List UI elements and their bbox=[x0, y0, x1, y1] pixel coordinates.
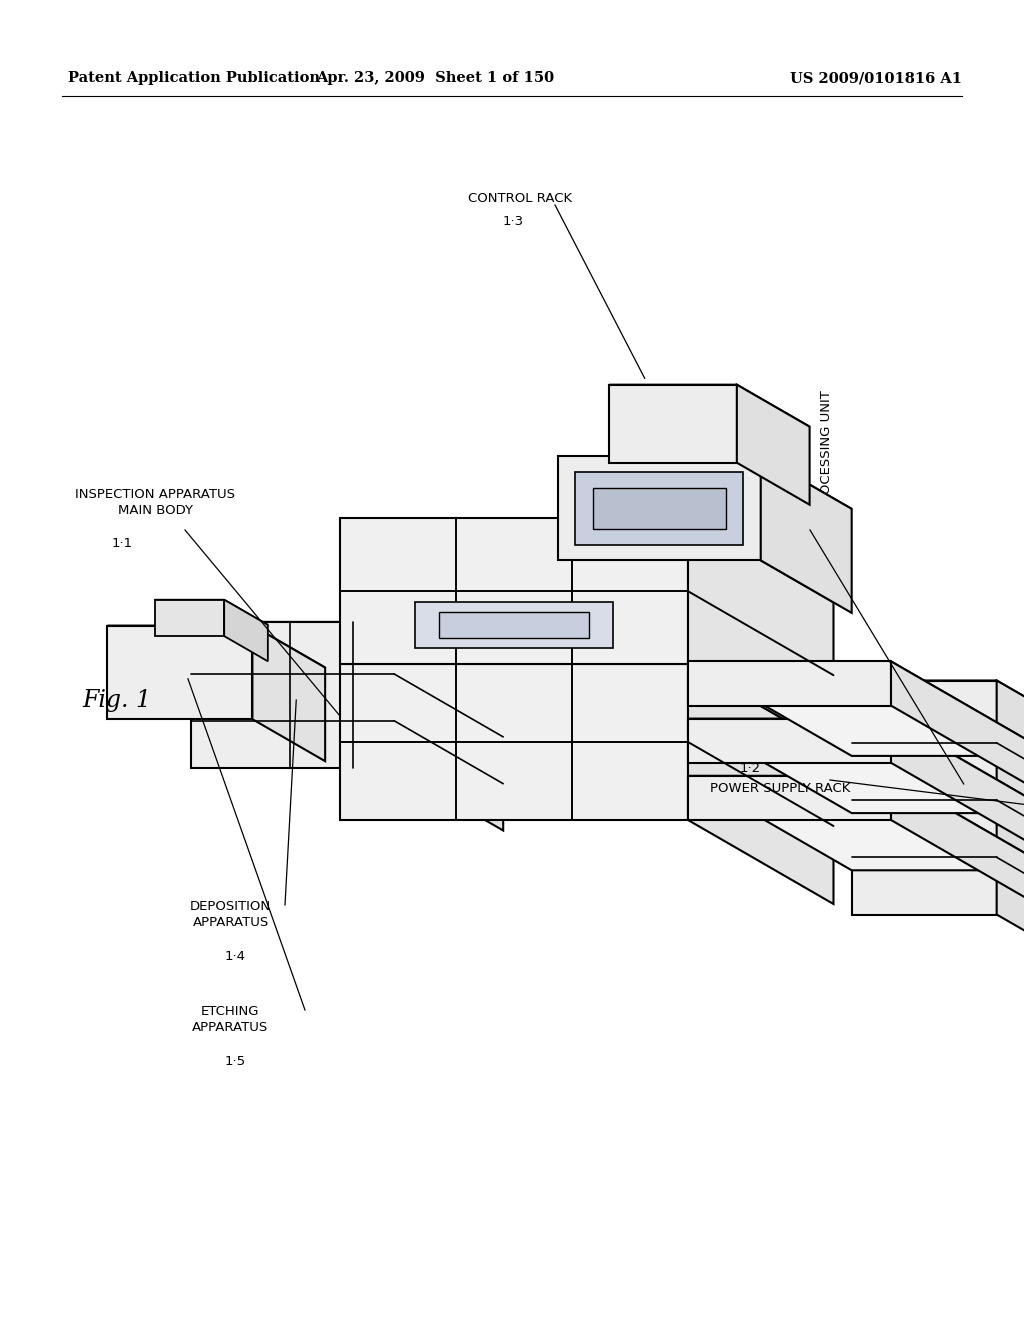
Text: Patent Application Publication: Patent Application Publication bbox=[68, 71, 319, 84]
Polygon shape bbox=[575, 473, 743, 545]
Polygon shape bbox=[609, 384, 810, 426]
Polygon shape bbox=[593, 487, 726, 529]
Polygon shape bbox=[688, 519, 834, 748]
Polygon shape bbox=[737, 384, 810, 504]
Polygon shape bbox=[416, 602, 612, 648]
Polygon shape bbox=[688, 661, 891, 706]
Polygon shape bbox=[340, 664, 688, 820]
Polygon shape bbox=[688, 661, 1024, 756]
Text: 1·3: 1·3 bbox=[503, 215, 524, 228]
Polygon shape bbox=[191, 622, 503, 685]
Text: 1·4: 1·4 bbox=[225, 950, 246, 964]
Text: 1·5: 1·5 bbox=[225, 1055, 246, 1068]
Polygon shape bbox=[852, 681, 1024, 733]
Polygon shape bbox=[996, 681, 1024, 968]
Polygon shape bbox=[688, 718, 1024, 813]
Text: 1·2: 1·2 bbox=[740, 762, 761, 775]
Polygon shape bbox=[438, 612, 590, 638]
Polygon shape bbox=[224, 599, 268, 661]
Polygon shape bbox=[688, 776, 891, 820]
Polygon shape bbox=[340, 519, 688, 664]
Text: Apr. 23, 2009  Sheet 1 of 150: Apr. 23, 2009 Sheet 1 of 150 bbox=[316, 71, 554, 84]
Polygon shape bbox=[155, 599, 268, 624]
Polygon shape bbox=[558, 457, 852, 510]
Polygon shape bbox=[340, 519, 834, 602]
Text: POWER SUPPLY RACK: POWER SUPPLY RACK bbox=[710, 781, 850, 795]
Polygon shape bbox=[688, 664, 834, 904]
Polygon shape bbox=[108, 626, 326, 668]
Polygon shape bbox=[609, 384, 737, 463]
Polygon shape bbox=[891, 661, 1024, 800]
Polygon shape bbox=[852, 681, 996, 915]
Polygon shape bbox=[108, 626, 252, 719]
Polygon shape bbox=[688, 718, 891, 763]
Text: Fig. 1: Fig. 1 bbox=[82, 689, 151, 711]
Text: INSPECTION APPARATUS
MAIN BODY: INSPECTION APPARATUS MAIN BODY bbox=[75, 488, 234, 517]
Text: ETCHING
APPARATUS: ETCHING APPARATUS bbox=[193, 1005, 268, 1034]
Text: 1·1: 1·1 bbox=[112, 537, 133, 550]
Text: 1·6 LINEAR PROCESSING UNIT: 1·6 LINEAR PROCESSING UNIT bbox=[820, 389, 833, 587]
Text: CONTROL RACK: CONTROL RACK bbox=[468, 191, 572, 205]
Polygon shape bbox=[252, 626, 326, 762]
Polygon shape bbox=[891, 776, 1024, 915]
Text: DEPOSITION
APPARATUS: DEPOSITION APPARATUS bbox=[190, 900, 271, 929]
Polygon shape bbox=[340, 664, 834, 748]
Polygon shape bbox=[155, 599, 224, 636]
Text: US 2009/0101816 A1: US 2009/0101816 A1 bbox=[790, 71, 962, 84]
Polygon shape bbox=[558, 457, 761, 561]
Polygon shape bbox=[191, 622, 394, 767]
Polygon shape bbox=[891, 718, 1024, 857]
Polygon shape bbox=[394, 622, 503, 830]
Polygon shape bbox=[688, 776, 1024, 870]
Polygon shape bbox=[761, 457, 852, 612]
